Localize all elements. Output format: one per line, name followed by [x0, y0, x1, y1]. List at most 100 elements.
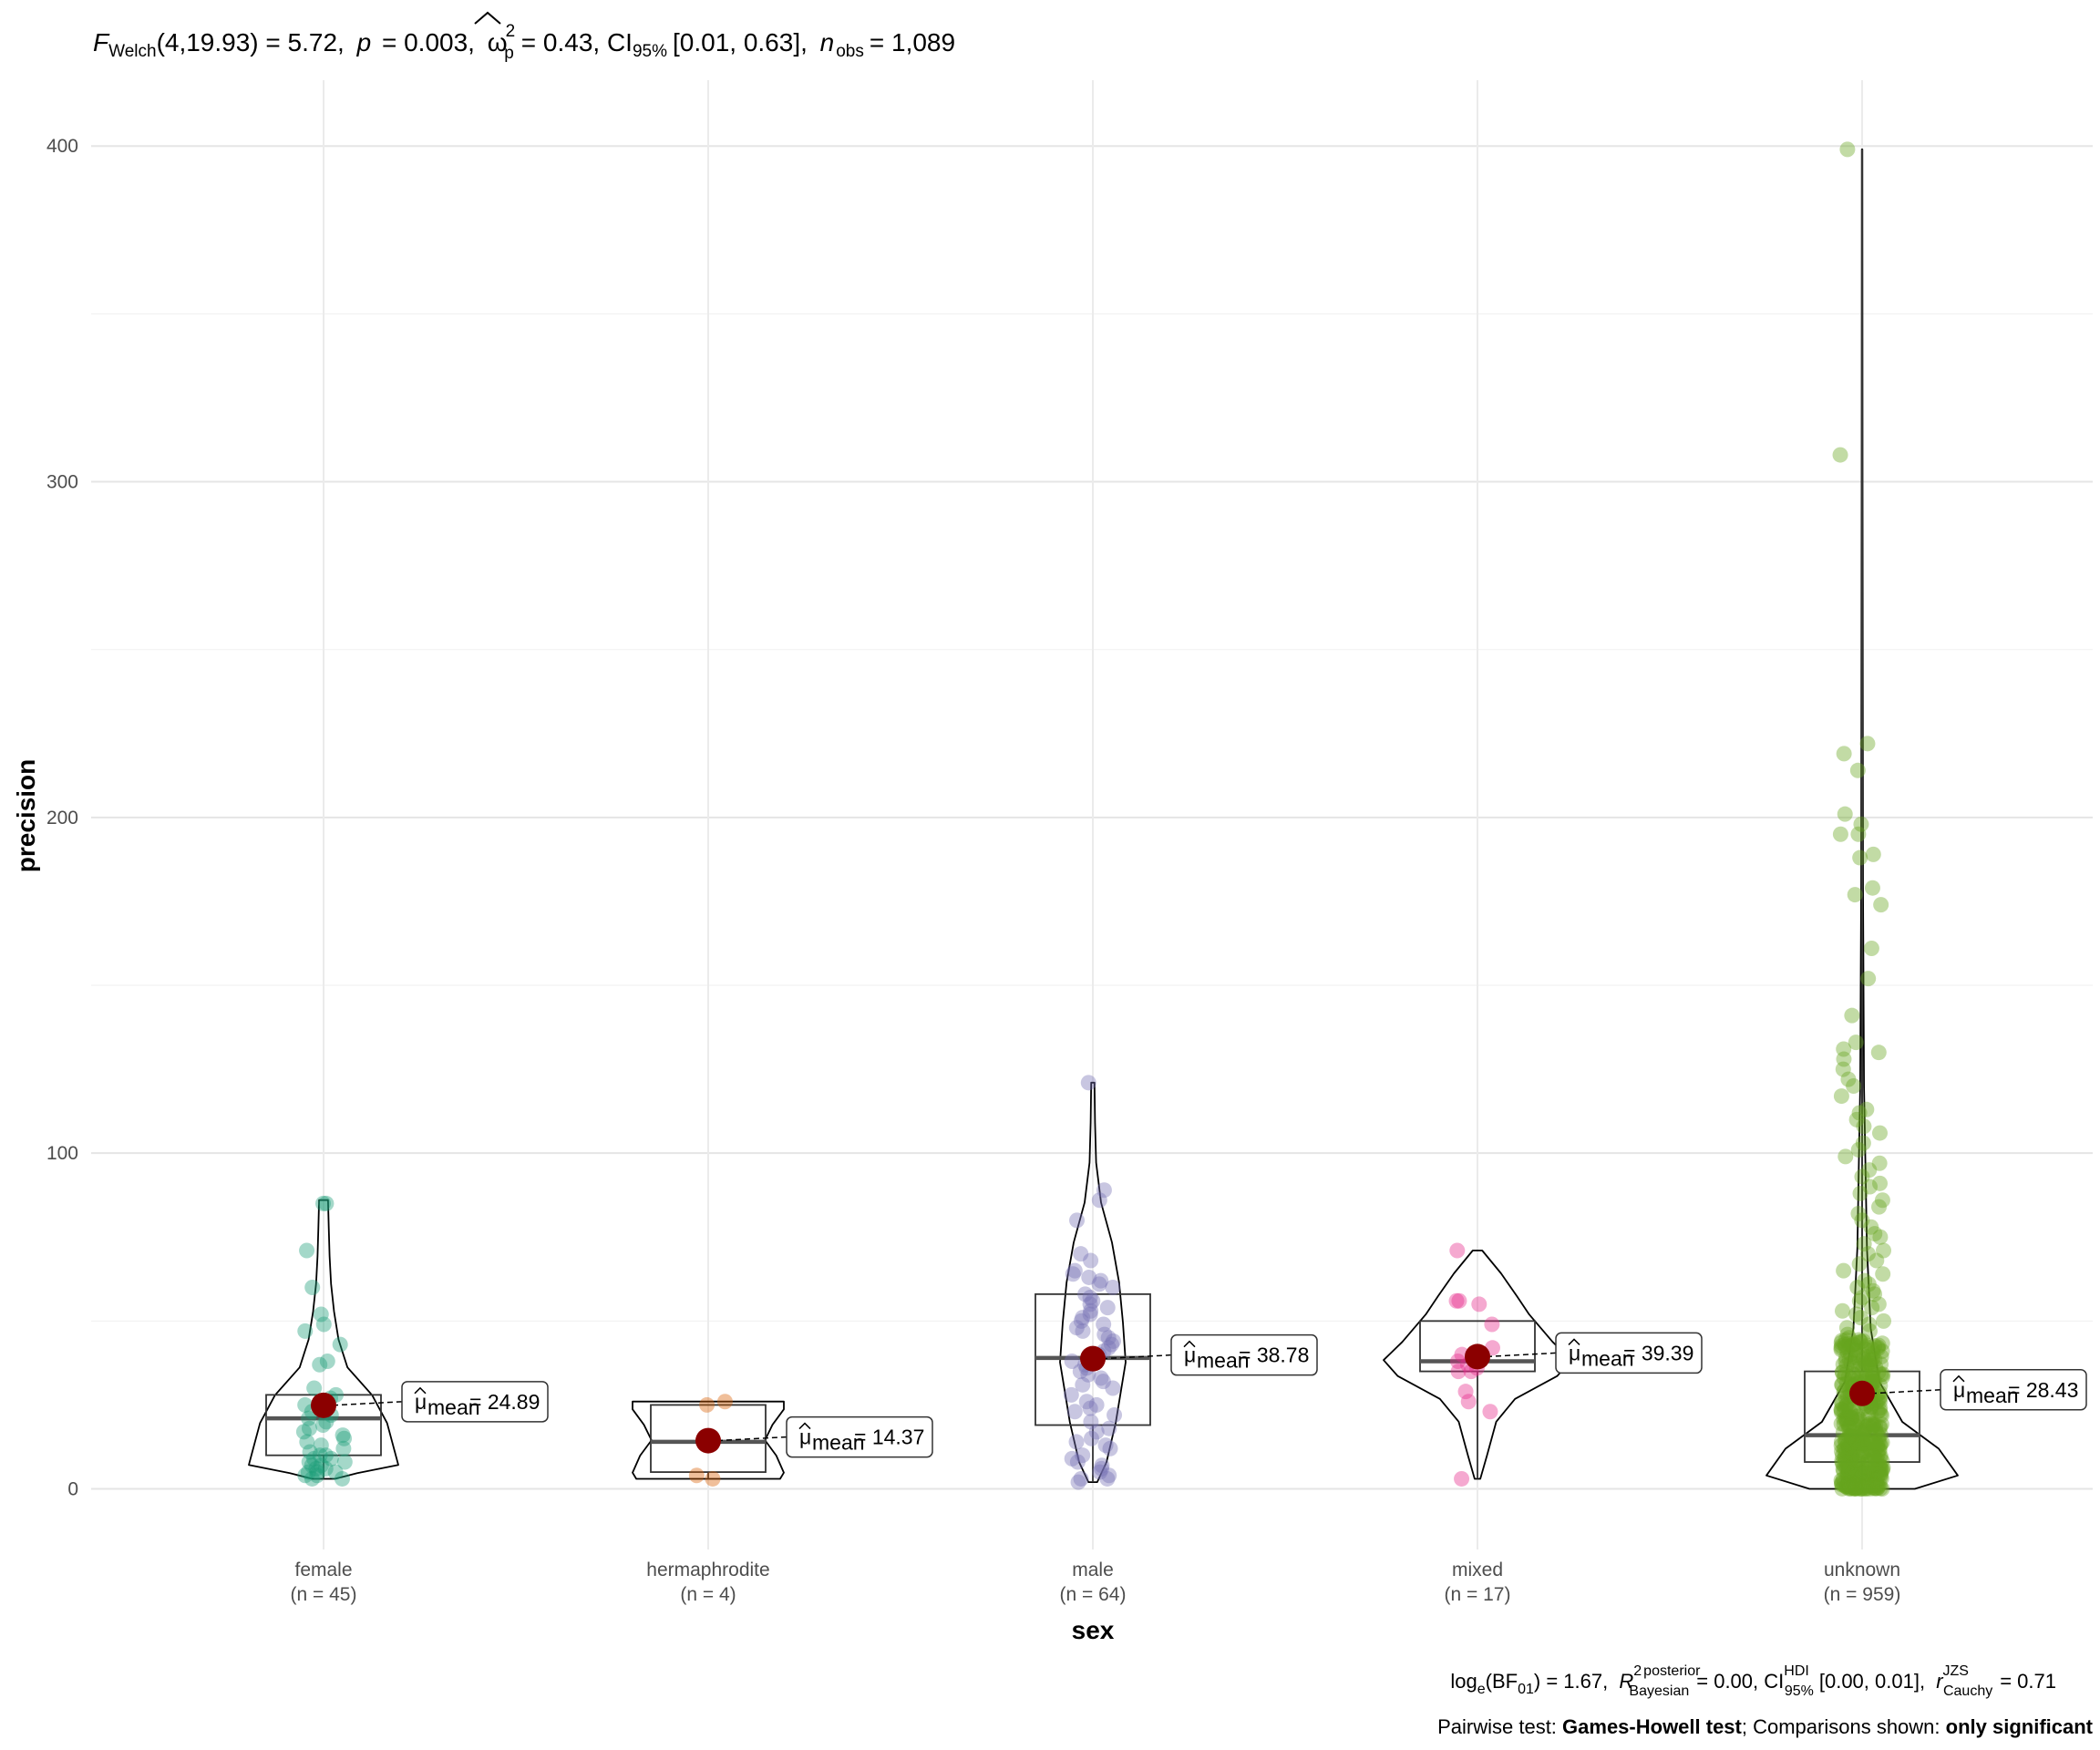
data-point	[1843, 1337, 1859, 1354]
data-point	[1070, 1474, 1086, 1490]
data-point	[1850, 1433, 1867, 1449]
data-point	[1869, 1404, 1886, 1420]
subtitle-f-sub: Welch	[108, 42, 156, 61]
data-point	[1858, 1460, 1875, 1477]
data-point	[1850, 1429, 1867, 1446]
data-point	[1838, 1434, 1854, 1450]
y-tick-label: 200	[46, 808, 78, 829]
data-point	[1836, 1442, 1852, 1458]
data-point	[1851, 1411, 1868, 1427]
data-point	[1834, 1302, 1850, 1319]
data-point	[1105, 1380, 1121, 1396]
data-point	[1834, 1477, 1850, 1493]
data-point	[1844, 1449, 1860, 1466]
data-point	[1838, 1332, 1854, 1348]
points-layer	[295, 141, 1892, 1497]
data-point	[1851, 1467, 1868, 1483]
data-point	[1846, 1480, 1862, 1497]
data-point	[1852, 1334, 1868, 1351]
data-point	[1482, 1404, 1498, 1420]
data-point	[1835, 1356, 1851, 1373]
data-point	[1858, 1337, 1875, 1354]
caption-rc-symbol: r	[1936, 1670, 1944, 1693]
mean-label-box	[1940, 1369, 2087, 1411]
grid-layer	[91, 80, 2093, 1549]
data-point	[1851, 1105, 1868, 1121]
caption-r-sub: Bayesian	[1629, 1683, 1689, 1699]
caption-rc-sup: JZS	[1943, 1663, 1969, 1679]
data-point	[1848, 1306, 1865, 1323]
data-point	[1857, 1422, 1873, 1438]
data-point	[1859, 1477, 1876, 1494]
data-point	[1873, 1366, 1889, 1383]
data-point	[1838, 1357, 1855, 1374]
data-point	[1854, 1446, 1870, 1462]
data-point	[1840, 1476, 1857, 1492]
data-point	[308, 1460, 324, 1477]
data-point	[1873, 1466, 1889, 1482]
data-point	[1872, 1175, 1889, 1191]
data-point	[318, 1195, 335, 1211]
data-point	[1069, 1454, 1086, 1470]
data-point	[1833, 1401, 1849, 1417]
mean-label-symbol: μ	[1953, 1378, 1965, 1402]
data-point	[1859, 1477, 1876, 1494]
data-point	[1866, 1436, 1882, 1452]
data-point	[1838, 1339, 1854, 1355]
data-point	[1870, 1433, 1887, 1449]
data-point	[1836, 1384, 1852, 1400]
x-tick-n-label: (n = 17)	[1445, 1584, 1511, 1605]
subtitle-n-symbol: n	[820, 28, 835, 57]
data-point	[319, 1354, 335, 1370]
x-tick-n-label: (n = 45)	[291, 1584, 357, 1605]
data-point	[1855, 1431, 1871, 1447]
data-point	[1842, 1478, 1858, 1495]
data-point	[1867, 1338, 1883, 1354]
data-point	[1852, 1477, 1868, 1493]
data-point	[1872, 1467, 1889, 1483]
data-point	[1839, 1457, 1856, 1473]
data-point	[1844, 1410, 1860, 1426]
data-point	[1859, 1467, 1876, 1483]
data-point	[1855, 1474, 1871, 1490]
data-point	[300, 1464, 316, 1480]
data-point	[1081, 1269, 1097, 1285]
data-point	[1838, 1459, 1855, 1476]
data-point	[1865, 1364, 1881, 1381]
data-point	[1454, 1470, 1470, 1487]
data-point	[1845, 1425, 1861, 1441]
data-point	[1874, 1480, 1890, 1497]
data-point	[1847, 1475, 1863, 1491]
data-point	[1870, 1337, 1887, 1354]
y-tick-label: 0	[67, 1479, 78, 1500]
data-point	[1449, 1242, 1466, 1259]
data-point	[1869, 1446, 1886, 1463]
data-point	[1839, 1343, 1856, 1360]
data-point	[1849, 1408, 1866, 1425]
data-point	[1840, 1420, 1857, 1436]
data-point	[1460, 1394, 1477, 1410]
data-point	[317, 1447, 334, 1464]
data-point	[1853, 816, 1869, 832]
data-point	[1848, 1355, 1864, 1372]
data-point	[1848, 1461, 1864, 1477]
data-point	[1876, 1242, 1892, 1259]
data-point	[1854, 1290, 1870, 1306]
data-point	[332, 1336, 348, 1353]
data-point	[1077, 1286, 1094, 1302]
data-point	[1858, 1368, 1875, 1385]
mean-layer: μ mean= 24.89μ mean= 14.37μ mean= 38.78 μ mea…	[311, 1332, 2087, 1458]
data-point	[315, 1195, 332, 1211]
data-point	[1863, 941, 1879, 957]
mean-label-symbol: μ	[415, 1390, 427, 1414]
mean-label-value: = 28.43	[2008, 1378, 2078, 1402]
data-point	[1864, 1367, 1880, 1384]
data-point	[1457, 1384, 1474, 1400]
caption-r-symbol: R	[1619, 1670, 1633, 1693]
data-point	[1840, 1467, 1857, 1483]
data-point	[1844, 1433, 1860, 1449]
data-point	[1875, 1266, 1891, 1282]
data-point	[1852, 849, 1868, 866]
data-point	[1865, 1342, 1881, 1358]
